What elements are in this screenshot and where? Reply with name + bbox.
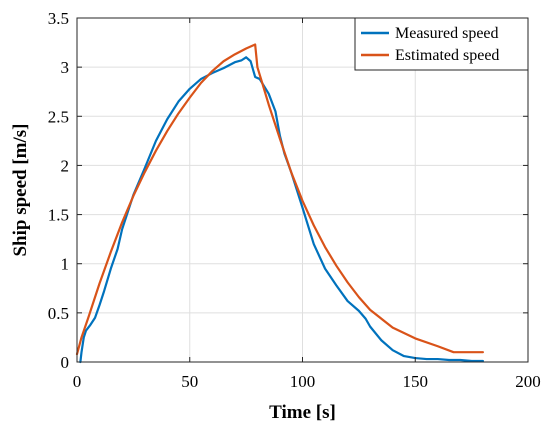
x-axis-title: Time [s] bbox=[269, 402, 336, 423]
legend-label-estimated-speed: Estimated speed bbox=[395, 47, 499, 64]
x-tick-label: 150 bbox=[403, 372, 429, 391]
legend-box bbox=[354, 17, 529, 71]
series-line-estimated-speed bbox=[75, 43, 484, 356]
y-tick-label: 2 bbox=[61, 156, 70, 175]
grid bbox=[76, 17, 529, 363]
x-tick-label: 100 bbox=[290, 372, 316, 391]
axis-ticks: 0 50 100 150 200 0 0.5 1 1.5 2 2.5 3 3.5 bbox=[48, 9, 541, 391]
y-tick-label: 0.5 bbox=[48, 304, 69, 323]
y-tick-label: 3 bbox=[61, 58, 70, 77]
x-tick-label: 200 bbox=[515, 372, 541, 391]
series-line-measured-speed bbox=[79, 56, 484, 364]
y-tick-label: 3.5 bbox=[48, 9, 69, 28]
y-tick-label: 1.5 bbox=[48, 206, 69, 225]
y-tick-label: 0 bbox=[61, 353, 70, 372]
legend-label-measured-speed: Measured speed bbox=[395, 25, 499, 42]
x-tick-label: 0 bbox=[73, 372, 82, 391]
x-tick-label: 50 bbox=[181, 372, 198, 391]
series-lines bbox=[75, 43, 484, 364]
y-tick-label: 2.5 bbox=[48, 107, 69, 126]
y-tick-label: 1 bbox=[61, 255, 70, 274]
legend: Measured speed Estimated speed bbox=[354, 17, 529, 71]
y-axis-title: Ship speed [m/s] bbox=[10, 123, 31, 256]
